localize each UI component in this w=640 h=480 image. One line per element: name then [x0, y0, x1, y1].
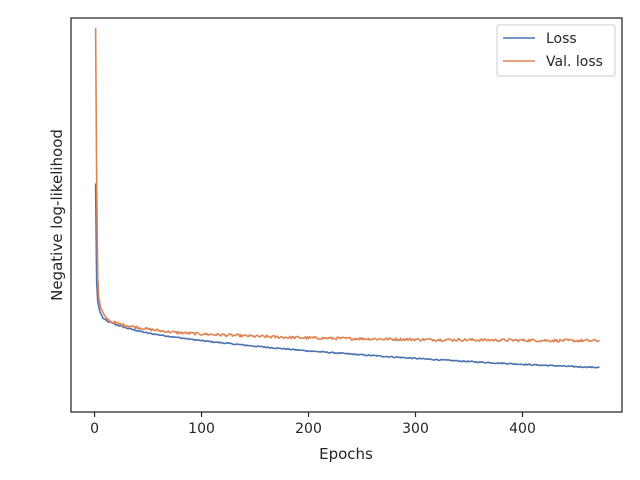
- legend-label-loss: Loss: [546, 31, 577, 47]
- plot-area: [71, 18, 622, 412]
- x-tick-label: 100: [188, 421, 215, 437]
- x-tick-label: 200: [295, 421, 322, 437]
- series-layer: [94, 27, 600, 369]
- plot-frame: [70, 17, 623, 413]
- legend: Loss Val. loss: [496, 24, 616, 77]
- series-line-0: [94, 183, 600, 369]
- legend-label-val-loss: Val. loss: [546, 54, 603, 70]
- x-tick-label: 400: [509, 421, 536, 437]
- x-tick-label: 0: [90, 421, 99, 437]
- x-axis-label: Epochs: [319, 445, 373, 463]
- x-tick-label: 300: [402, 421, 429, 437]
- y-axis-label: Negative log-likelihood: [48, 129, 66, 301]
- series-line-1: [94, 27, 600, 343]
- x-axis: 0 100 200 300 400: [90, 412, 536, 437]
